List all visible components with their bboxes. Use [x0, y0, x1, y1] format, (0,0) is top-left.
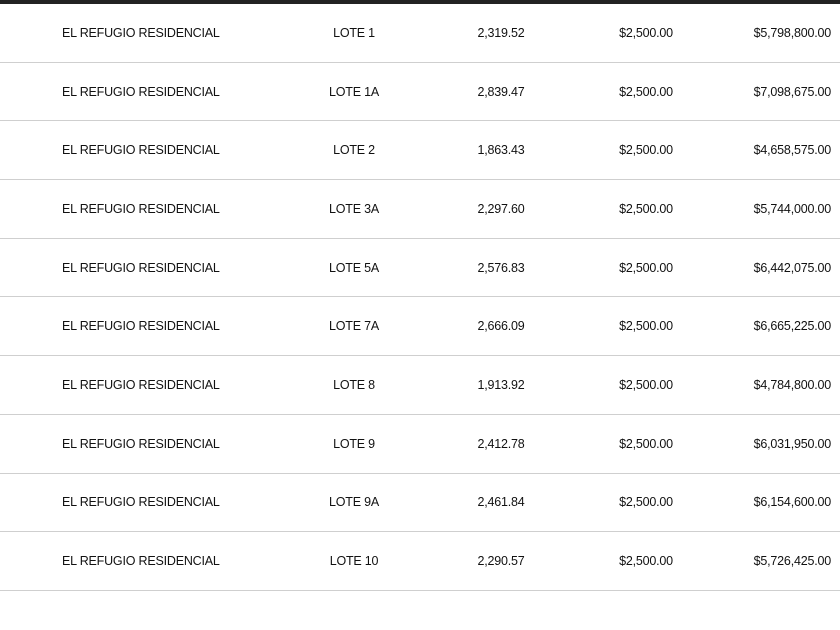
- total-price-cell: $4,658,575.00: [753, 143, 832, 158]
- price-per-m2-cell: $2,500.00: [619, 495, 673, 510]
- total-price-cell: $4,784,800.00: [753, 377, 832, 392]
- development-cell: EL REFUGIO RESIDENCIAL: [62, 377, 220, 392]
- development-cell: EL REFUGIO RESIDENCIAL: [62, 436, 220, 451]
- price-per-m2-cell: $2,500.00: [619, 143, 673, 158]
- table-row: EL REFUGIO RESIDENCIAL LOTE 1 2,319.52 $2,5…: [0, 4, 840, 63]
- area-cell: 2,319.52: [477, 25, 525, 40]
- total-price-cell: $6,154,600.00: [753, 495, 832, 510]
- price-per-m2-cell: $2,500.00: [619, 554, 673, 569]
- area-cell: 2,576.83: [477, 260, 525, 275]
- table-row: EL REFUGIO RESIDENCIAL LOTE 10 2,290.57 $2,…: [0, 532, 840, 591]
- development-cell: EL REFUGIO RESIDENCIAL: [62, 495, 220, 510]
- lot-cell: LOTE 9: [333, 436, 375, 451]
- table-row: EL REFUGIO RESIDENCIAL LOTE 2 1,863.43 $2,5…: [0, 121, 840, 181]
- area-cell: 2,412.78: [477, 436, 525, 451]
- table-row: EL REFUGIO RESIDENCIAL LOTE 3A 2,297.60 $2,…: [0, 180, 840, 239]
- total-price-cell: $6,442,075.00: [753, 260, 832, 275]
- price-per-m2-cell: $2,500.00: [619, 260, 673, 275]
- table-row: EL REFUGIO RESIDENCIAL LOTE 5A 2,576.83 $2,…: [0, 239, 840, 298]
- price-per-m2-cell: $2,500.00: [619, 377, 673, 392]
- lot-cell: LOTE 1: [333, 25, 375, 40]
- price-per-m2-cell: $2,500.00: [619, 25, 673, 40]
- development-cell: EL REFUGIO RESIDENCIAL: [62, 25, 220, 40]
- total-price-cell: $6,031,950.00: [753, 436, 832, 451]
- development-cell: EL REFUGIO RESIDENCIAL: [62, 554, 220, 569]
- total-price-cell: $7,098,675.00: [753, 84, 832, 99]
- area-cell: 2,290.57: [477, 554, 525, 569]
- top-bar: [0, 0, 840, 4]
- table-row: EL REFUGIO RESIDENCIAL LOTE 1A 2,839.47 $2,…: [0, 63, 840, 122]
- lot-cell: LOTE 1A: [328, 84, 379, 99]
- lot-cell: LOTE 10: [329, 554, 379, 569]
- development-cell: EL REFUGIO RESIDENCIAL: [62, 201, 220, 216]
- development-cell: EL REFUGIO RESIDENCIAL: [62, 260, 220, 275]
- lot-cell: LOTE 8: [333, 377, 375, 392]
- table-row: EL REFUGIO RESIDENCIAL LOTE 9A 2,461.84 $2,…: [0, 474, 840, 533]
- price-per-m2-cell: $2,500.00: [619, 319, 673, 334]
- area-cell: 1,913.92: [477, 377, 525, 392]
- area-cell: 2,461.84: [477, 495, 525, 510]
- development-cell: EL REFUGIO RESIDENCIAL: [62, 319, 220, 334]
- total-price-cell: $5,798,800.00: [753, 25, 832, 40]
- table-row: EL REFUGIO RESIDENCIAL LOTE 7A 2,666.09 $2,…: [0, 297, 840, 357]
- lot-cell: LOTE 7A: [328, 319, 379, 334]
- lot-cell: LOTE 5A: [328, 260, 379, 275]
- area-cell: 2,297.60: [477, 201, 525, 216]
- lot-cell: LOTE 9A: [328, 495, 379, 510]
- table-row: EL REFUGIO RESIDENCIAL LOTE 8 1,913.92 $2,5…: [0, 356, 840, 415]
- development-cell: EL REFUGIO RESIDENCIAL: [62, 84, 220, 99]
- lots-table: EL REFUGIO RESIDENCIAL LOTE 1 2,319.52 $2,5…: [0, 4, 840, 591]
- area-cell: 2,666.09: [477, 319, 525, 334]
- area-cell: 1,863.43: [477, 143, 525, 158]
- total-price-cell: $6,665,225.00: [753, 319, 832, 334]
- price-per-m2-cell: $2,500.00: [619, 201, 673, 216]
- development-cell: EL REFUGIO RESIDENCIAL: [62, 143, 220, 158]
- total-price-cell: $5,744,000.00: [753, 201, 832, 216]
- price-per-m2-cell: $2,500.00: [619, 84, 673, 99]
- price-per-m2-cell: $2,500.00: [619, 436, 673, 451]
- total-price-cell: $5,726,425.00: [753, 554, 832, 569]
- area-cell: 2,839.47: [477, 84, 525, 99]
- table-row: EL REFUGIO RESIDENCIAL LOTE 9 2,412.78 $2,5…: [0, 415, 840, 474]
- lot-cell: LOTE 2: [333, 143, 375, 158]
- lot-cell: LOTE 3A: [328, 201, 379, 216]
